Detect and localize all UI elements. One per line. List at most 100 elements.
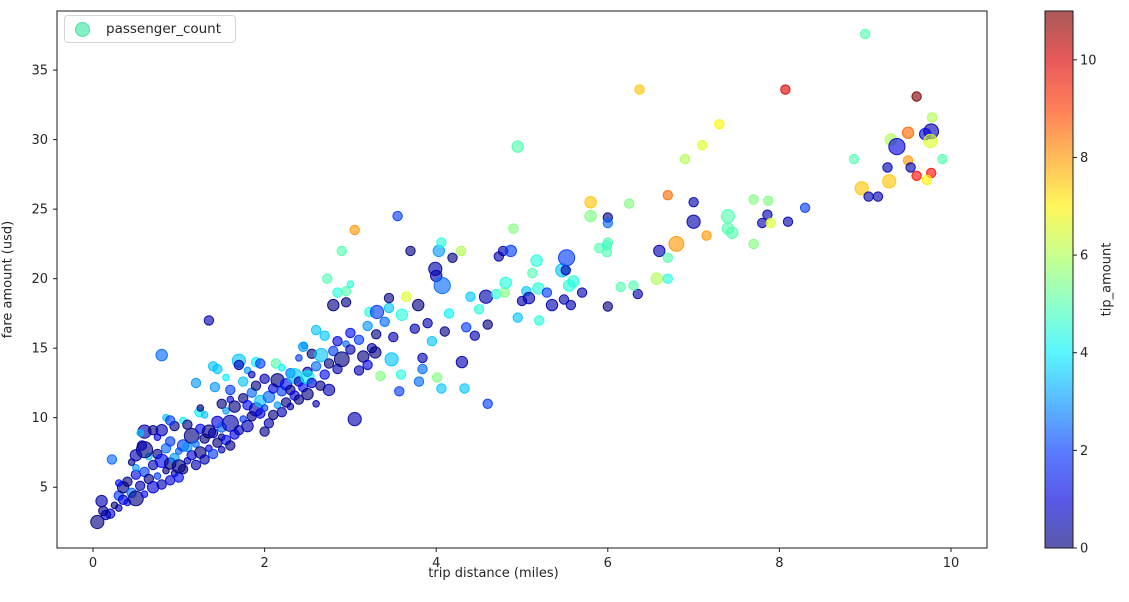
x-tick-label: 10 <box>943 556 960 571</box>
scatter-point <box>190 459 202 471</box>
scatter-point <box>128 490 144 507</box>
scatter-point <box>278 363 286 372</box>
scatter-point <box>268 409 279 421</box>
scatter-point <box>417 352 428 364</box>
scatter-point <box>720 209 736 224</box>
x-tick-label: 0 <box>89 556 97 571</box>
scatter-point <box>615 281 626 293</box>
scatter-point <box>383 302 395 314</box>
scatter-point <box>90 514 105 530</box>
scatter-point <box>412 298 425 312</box>
scatter-point <box>748 194 759 205</box>
scatter-point <box>541 287 553 298</box>
scatter-point <box>327 298 340 312</box>
scatter-point <box>221 414 239 432</box>
scatter-point <box>95 494 108 508</box>
scatter-point <box>190 377 202 389</box>
scatter-point <box>409 323 420 334</box>
scatter-point <box>634 84 645 95</box>
scatter-point <box>153 433 162 442</box>
scatter-point <box>478 289 494 304</box>
scatter-point <box>353 334 365 345</box>
scatter-point <box>926 112 938 123</box>
scatter-point <box>259 426 270 437</box>
scatter-point <box>459 383 470 394</box>
scatter-point <box>375 370 386 382</box>
scatter-point <box>405 245 416 257</box>
scatter-point <box>888 138 906 156</box>
scatter-point <box>436 237 447 248</box>
scatter-point <box>799 202 811 214</box>
scatter-point <box>228 400 241 413</box>
scatter-point <box>216 398 227 409</box>
scatter-point <box>165 436 176 447</box>
x-tick-label: 6 <box>604 556 612 571</box>
scatter-point <box>534 315 545 326</box>
scatter-point <box>293 394 305 405</box>
scatter-point <box>353 365 365 376</box>
y-tick-label: 30 <box>31 133 48 148</box>
scatter-point <box>301 387 314 401</box>
scatter-point <box>183 427 200 444</box>
scatter-point <box>314 348 329 363</box>
scatter-point <box>153 472 162 480</box>
scatter-point <box>300 341 308 350</box>
scatter-point <box>854 181 869 196</box>
scatter-point <box>129 449 143 462</box>
scatter-point <box>937 153 948 165</box>
scatter-point <box>688 197 699 208</box>
scatter-point <box>122 476 133 487</box>
scatter-point <box>482 398 493 409</box>
scatter-point <box>872 191 884 202</box>
scatter-point <box>332 336 343 347</box>
scatter-point <box>923 133 938 149</box>
scatter-point <box>233 359 245 371</box>
scatter-point <box>135 480 146 491</box>
scatter-point <box>499 276 512 289</box>
scatter-point <box>117 494 129 505</box>
scatter-point <box>192 440 200 448</box>
scatter-point <box>905 162 916 173</box>
scatter-point <box>346 280 355 289</box>
scatter-point <box>576 287 588 298</box>
scatter-point <box>347 412 362 427</box>
scatter-point <box>222 373 230 382</box>
scatter-point <box>225 384 236 396</box>
scatter-point <box>848 153 860 165</box>
scatter-point <box>340 297 352 308</box>
scatter-point <box>584 209 597 223</box>
scatter-point <box>110 501 119 510</box>
scatter-point <box>323 358 335 369</box>
y-tick-label: 15 <box>31 342 48 357</box>
x-tick-label: 2 <box>260 556 268 571</box>
scatter-point <box>491 288 502 300</box>
scatter-point <box>701 230 712 241</box>
scatter-point <box>319 369 330 380</box>
scatter-point <box>345 344 356 355</box>
scatter-point <box>662 273 673 284</box>
colorbar-tick-label: 8 <box>1080 151 1088 166</box>
scatter-point <box>273 401 282 410</box>
scatter-point <box>522 291 536 305</box>
scatter-point <box>911 91 922 102</box>
scatter-point <box>209 381 221 393</box>
scatter-point <box>349 224 360 236</box>
scatter-point <box>369 346 382 359</box>
scatter-point <box>455 355 469 369</box>
scatter-point <box>558 294 570 305</box>
scatter-point <box>632 288 643 300</box>
scatter-point <box>863 191 874 202</box>
scatter-point <box>362 359 373 371</box>
scatter-point <box>136 440 148 451</box>
scatter-point <box>132 464 140 472</box>
scatter-point <box>565 299 577 311</box>
scatter-point <box>662 190 673 201</box>
scatter-point <box>511 140 524 153</box>
scatter-point <box>697 140 708 151</box>
scatter-point <box>200 411 209 419</box>
scatter-point <box>225 440 236 451</box>
plot-border <box>56 10 988 549</box>
scatter-point <box>780 84 791 95</box>
scatter-point <box>270 358 281 369</box>
scatter-point <box>155 348 168 362</box>
